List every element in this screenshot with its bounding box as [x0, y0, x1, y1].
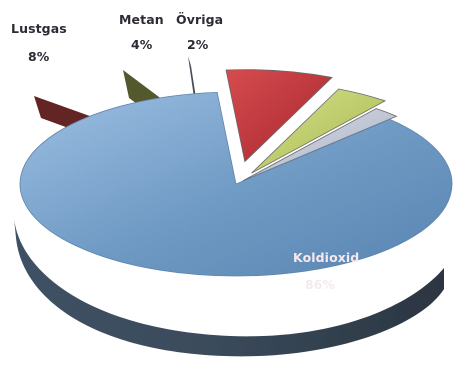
metan-label: Metan — [119, 12, 164, 27]
lustgas-label: Lustgas — [11, 21, 67, 36]
ovriga-slice — [242, 108, 398, 182]
metan-slice — [251, 88, 387, 174]
metan-value-label: 4% — [131, 37, 153, 52]
koldioxid-label: Koldioxid — [293, 250, 359, 265]
ovriga-value-label: 2% — [187, 37, 209, 52]
koldioxid-value-label: 86% — [305, 277, 335, 292]
lustgas-value-label: 8% — [28, 49, 50, 64]
lustgas-slice — [225, 69, 333, 163]
ovriga-label: Övriga — [176, 12, 223, 27]
koldioxid-slice — [19, 91, 453, 277]
pie-slices — [19, 69, 453, 277]
pie-labels: Lustgas 8% Metan 4% Övriga 2% Koldioxid … — [11, 12, 359, 292]
blue-slice-side — [14, 218, 444, 357]
